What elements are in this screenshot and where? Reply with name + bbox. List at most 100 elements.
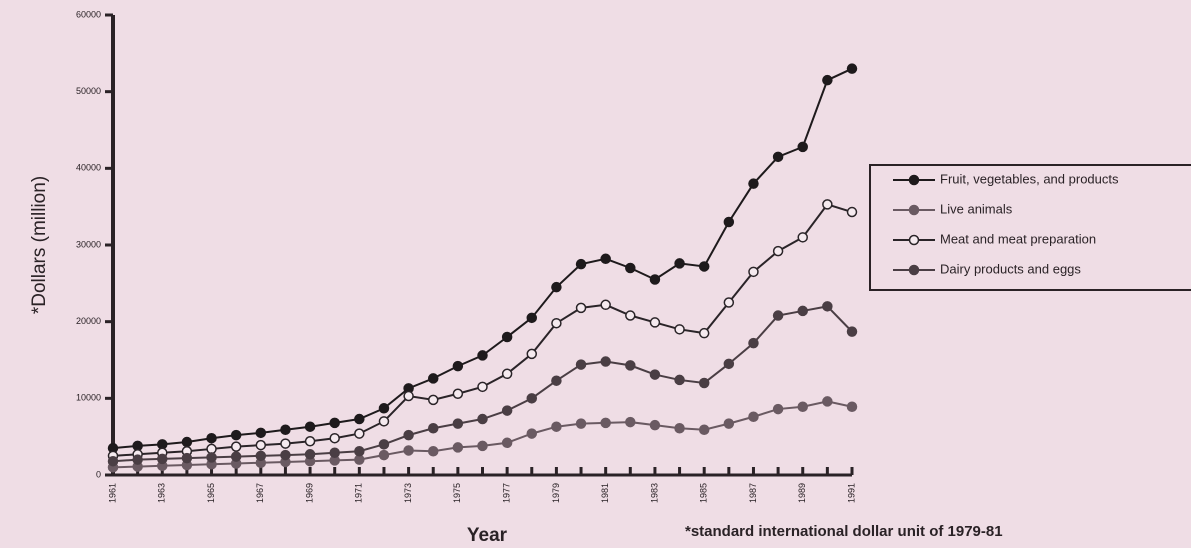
legend-marker	[908, 264, 920, 276]
point	[575, 359, 587, 370]
point	[698, 261, 710, 272]
point	[403, 445, 414, 456]
point	[427, 394, 439, 406]
point	[797, 141, 808, 153]
point	[378, 439, 390, 450]
point	[723, 418, 735, 429]
y-tick-label: 60000	[76, 9, 101, 19]
point	[772, 310, 784, 321]
point	[354, 413, 365, 425]
point	[132, 454, 143, 465]
point	[551, 281, 562, 293]
point	[674, 374, 685, 386]
y-tick-label: 30000	[76, 239, 101, 249]
point	[304, 421, 316, 432]
x-tick-label: 1967	[255, 483, 265, 503]
point	[526, 428, 538, 439]
point	[600, 417, 611, 429]
point	[477, 350, 488, 361]
legend-marker	[908, 234, 920, 246]
y-tick-label: 50000	[76, 86, 101, 96]
point	[230, 441, 242, 452]
legend-label: Dairy products and eggs	[940, 261, 1081, 276]
point	[600, 253, 611, 265]
point	[600, 299, 611, 311]
point	[551, 375, 562, 386]
point	[772, 403, 784, 415]
legend-label: Live animals	[940, 201, 1013, 216]
point	[181, 436, 193, 448]
x-tick-label: 1975	[452, 483, 462, 503]
point	[748, 266, 759, 278]
point	[501, 437, 513, 449]
point	[698, 377, 710, 389]
point	[181, 452, 193, 464]
point	[427, 422, 439, 434]
y-tick-label: 20000	[76, 316, 101, 326]
y-axis-label: *Dollars (million)	[29, 176, 50, 314]
point	[797, 401, 808, 413]
point	[501, 405, 513, 416]
y-tick-label: 0	[96, 469, 101, 479]
point	[477, 381, 488, 393]
point	[649, 317, 661, 328]
point	[452, 418, 464, 429]
point	[477, 413, 488, 425]
point	[206, 432, 217, 444]
point	[526, 348, 538, 360]
point	[748, 411, 759, 422]
legend-marker	[908, 174, 920, 186]
point	[107, 455, 119, 467]
point	[625, 310, 636, 321]
point	[674, 258, 685, 269]
y-tick-label: 40000	[76, 163, 101, 173]
point	[354, 454, 365, 465]
point	[157, 439, 168, 450]
point	[230, 429, 242, 441]
point	[452, 360, 464, 372]
x-tick-label: 1987	[748, 483, 758, 503]
x-tick-label: 1983	[649, 483, 659, 503]
point	[822, 301, 833, 312]
point	[797, 305, 808, 317]
point	[723, 216, 735, 228]
x-tick-label: 1971	[354, 483, 364, 503]
point	[625, 262, 636, 274]
point	[378, 416, 390, 427]
point	[846, 401, 858, 413]
point	[748, 337, 759, 349]
point	[403, 429, 414, 441]
point	[551, 317, 562, 329]
legend-label: Fruit, vegetables, and products	[940, 171, 1119, 186]
point	[846, 326, 858, 337]
x-tick-label: 1981	[600, 483, 610, 503]
point	[846, 206, 858, 218]
point	[698, 327, 710, 339]
point	[427, 373, 439, 384]
point	[354, 445, 365, 457]
point	[575, 302, 587, 314]
x-tick-label: 1991	[846, 483, 856, 503]
point	[403, 390, 414, 402]
point	[255, 427, 267, 439]
x-tick-label: 1985	[699, 483, 709, 503]
x-tick-label: 1969	[304, 483, 314, 503]
point	[427, 445, 439, 457]
x-tick-label: 1965	[206, 483, 216, 503]
x-tick-label: 1973	[403, 483, 413, 503]
note: *standard international dollar unit of 1…	[685, 523, 1003, 540]
point	[822, 199, 833, 210]
y-tick-label: 10000	[76, 393, 101, 403]
point	[526, 312, 538, 324]
point	[206, 452, 217, 463]
point	[698, 424, 710, 436]
point	[822, 396, 833, 407]
point	[452, 388, 464, 399]
point	[772, 245, 784, 257]
point	[280, 449, 291, 461]
point	[304, 436, 316, 447]
point	[255, 450, 267, 462]
point	[329, 447, 340, 459]
point	[206, 443, 217, 455]
